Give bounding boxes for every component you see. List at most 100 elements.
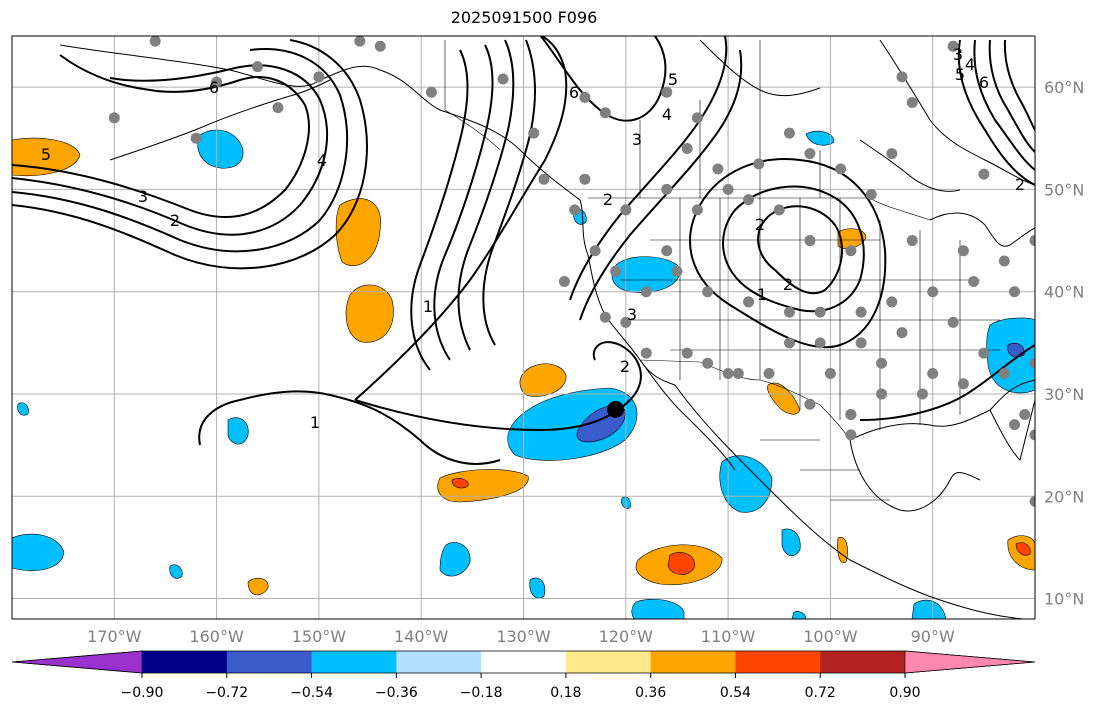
station-dot xyxy=(528,127,540,139)
negative-anomaly xyxy=(169,564,183,579)
station-dot xyxy=(968,275,980,287)
station-dot xyxy=(661,183,673,195)
us-state-lines xyxy=(620,198,1000,430)
negative-anomaly xyxy=(791,611,807,619)
great-lakes xyxy=(929,212,1035,247)
station-dot xyxy=(743,194,755,206)
colorbar-segment xyxy=(481,651,567,673)
colorbar-tick-label: 0.36 xyxy=(635,685,666,701)
positive-anomaly xyxy=(247,577,269,596)
colorbar-tick-label: 0.90 xyxy=(889,685,920,701)
station-dot xyxy=(681,143,693,155)
colorbar-min-extension xyxy=(11,650,143,674)
station-dot xyxy=(876,388,888,400)
contour-label: 6 xyxy=(979,73,989,92)
station-dot xyxy=(896,327,908,339)
contour-label: 6 xyxy=(569,83,579,102)
station-dot xyxy=(149,36,161,47)
station-dot xyxy=(845,429,857,441)
station-dot xyxy=(497,73,509,85)
station-dot xyxy=(998,255,1010,267)
contour-label: 1 xyxy=(310,413,320,432)
colorbar-segment xyxy=(226,651,313,673)
station-dot xyxy=(691,112,703,124)
station-dot xyxy=(1040,261,1051,272)
contour-ring xyxy=(457,39,515,351)
negative-anomaly xyxy=(631,599,685,619)
station-dot xyxy=(845,408,857,420)
station-dot xyxy=(783,127,795,139)
station-dot xyxy=(702,286,714,298)
hudson-bay xyxy=(859,139,961,192)
station-dot xyxy=(804,235,816,247)
contour-label: 2 xyxy=(620,357,630,376)
contour-label: 4 xyxy=(317,151,327,170)
station-dot xyxy=(845,245,857,257)
contour-label: 2 xyxy=(783,275,793,294)
station-dot xyxy=(865,189,877,201)
positive-anomaly xyxy=(767,382,801,415)
lat-label: 10°N xyxy=(1044,590,1084,609)
station-dot xyxy=(947,40,959,52)
gulf-coast xyxy=(849,379,1035,441)
florida xyxy=(989,399,1035,461)
contour-ring xyxy=(539,36,667,122)
station-dot xyxy=(896,71,908,83)
colorbar-tick-label: −0.18 xyxy=(460,685,503,701)
station-dot xyxy=(753,158,765,170)
colorbar-max-extension xyxy=(904,650,1036,674)
station-dot xyxy=(978,347,990,359)
station-dot xyxy=(783,337,795,349)
station-dot xyxy=(814,337,826,349)
contour-ring xyxy=(482,39,536,346)
station-dot xyxy=(855,337,867,349)
station-dot xyxy=(558,275,570,287)
colorbar-tick-labels: −0.90 −0.72 −0.54 −0.36 −0.18 0.18 0.36 0.54 0.7… xyxy=(121,673,921,701)
lon-label: 110°W xyxy=(701,627,756,646)
station-dot xyxy=(313,71,325,83)
yucatan xyxy=(849,439,981,512)
contour-label: 5 xyxy=(41,145,51,164)
station-dot xyxy=(661,245,673,257)
station-dot xyxy=(1029,429,1035,441)
station-dot xyxy=(783,306,795,318)
mexico-state-lines xyxy=(760,439,890,501)
station-dot xyxy=(610,265,622,277)
negative-anomaly xyxy=(719,455,773,513)
colorbar-segment xyxy=(142,651,228,673)
station-dot xyxy=(906,235,918,247)
lon-label: 120°W xyxy=(599,627,654,646)
station-dot xyxy=(640,347,652,359)
station-dot xyxy=(579,173,591,185)
lat-label: 40°N xyxy=(1044,283,1084,302)
station-dot xyxy=(886,296,898,308)
station-dot xyxy=(835,163,847,175)
colorbar-tick-label: 0.54 xyxy=(720,685,751,701)
station-dot xyxy=(804,398,816,410)
aleutian-islands xyxy=(109,79,331,161)
negative-anomaly xyxy=(781,528,801,557)
station-dot xyxy=(957,245,969,257)
station-dot xyxy=(640,286,652,298)
station-dot xyxy=(824,368,836,380)
alaska-coast xyxy=(59,44,581,201)
station-dot xyxy=(538,173,550,185)
lon-label: 170°W xyxy=(87,627,142,646)
colorbar xyxy=(11,650,1036,674)
station-dot xyxy=(804,148,816,160)
lon-label: 100°W xyxy=(803,627,858,646)
station-dot xyxy=(916,388,928,400)
strong-positive-anomaly xyxy=(451,478,469,489)
station-dot xyxy=(722,183,734,195)
contour-label: 1 xyxy=(757,285,767,304)
colorbar-segment xyxy=(820,651,906,673)
station-dot xyxy=(354,36,366,47)
colorbar-segment xyxy=(565,651,652,673)
map-frame xyxy=(11,35,1036,620)
lat-label: 50°N xyxy=(1044,180,1084,199)
contour-label: 1 xyxy=(423,297,433,316)
lon-label: 90°W xyxy=(911,627,955,646)
negative-anomaly xyxy=(439,542,471,577)
contour-ring xyxy=(12,48,349,253)
